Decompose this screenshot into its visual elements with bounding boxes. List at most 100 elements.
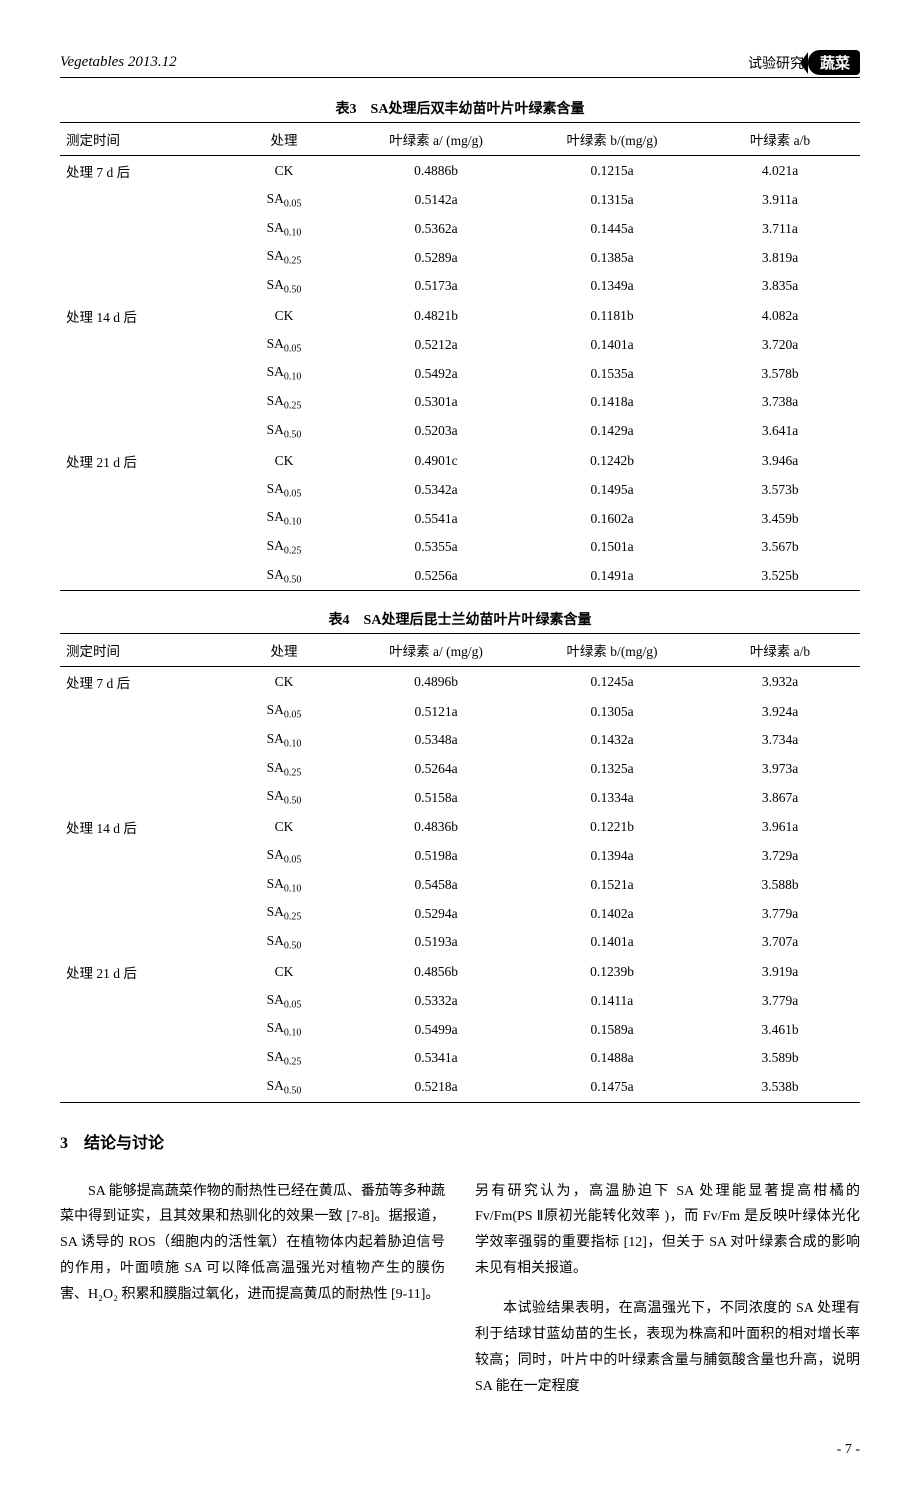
cell-time xyxy=(60,1015,220,1044)
cell-value: 3.525b xyxy=(700,562,860,591)
cell-value: 0.5264a xyxy=(348,755,524,784)
cell-value: 3.924a xyxy=(700,697,860,726)
cell-treatment: SA0.05 xyxy=(220,842,348,871)
cell-treatment: SA0.05 xyxy=(220,186,348,215)
table-row: SA0.250.5264a0.1325a3.973a xyxy=(60,755,860,784)
table-row: SA0.100.5348a0.1432a3.734a xyxy=(60,726,860,755)
cell-value: 0.5121a xyxy=(348,697,524,726)
cell-value: 0.1394a xyxy=(524,842,700,871)
cell-treatment: SA0.25 xyxy=(220,1044,348,1073)
cell-time xyxy=(60,215,220,244)
cell-time xyxy=(60,899,220,928)
table-row: SA0.100.5492a0.1535a3.578b xyxy=(60,359,860,388)
cell-value: 0.1215a xyxy=(524,156,700,187)
cell-value: 0.5218a xyxy=(348,1073,524,1102)
table-row: SA0.050.5121a0.1305a3.924a xyxy=(60,697,860,726)
table-row: SA0.500.5158a0.1334a3.867a xyxy=(60,783,860,812)
cell-value: 0.1242b xyxy=(524,446,700,476)
cell-value: 0.4901c xyxy=(348,446,524,476)
table-row: SA0.100.5362a0.1445a3.711a xyxy=(60,215,860,244)
table-row: SA0.100.5541a0.1602a3.459b xyxy=(60,504,860,533)
cell-treatment: SA0.10 xyxy=(220,726,348,755)
cell-treatment: SA0.25 xyxy=(220,899,348,928)
table3-title: 表3 SA处理后双丰幼苗叶片叶绿素含量 xyxy=(60,98,860,118)
cell-value: 0.1521a xyxy=(524,871,700,900)
cell-value: 3.835a xyxy=(700,272,860,301)
body-text-columns: SA 能够提高蔬菜作物的耐热性已经在黄瓜、番茄等多种蔬菜中得到证实，且其效果和热… xyxy=(60,1165,860,1414)
cell-value: 3.729a xyxy=(700,842,860,871)
table-row: SA0.050.5198a0.1394a3.729a xyxy=(60,842,860,871)
table-row: SA0.500.5173a0.1349a3.835a xyxy=(60,272,860,301)
cell-time xyxy=(60,726,220,755)
cell-value: 0.1589a xyxy=(524,1015,700,1044)
cell-value: 0.5294a xyxy=(348,899,524,928)
cell-value: 0.5193a xyxy=(348,928,524,957)
table-row: 处理 7 d 后CK0.4886b0.1215a4.021a xyxy=(60,156,860,187)
table-row: SA0.250.5341a0.1488a3.589b xyxy=(60,1044,860,1073)
cell-time xyxy=(60,871,220,900)
cell-value: 0.1445a xyxy=(524,215,700,244)
cell-value: 0.1401a xyxy=(524,331,700,360)
table-row: SA0.500.5203a0.1429a3.641a xyxy=(60,417,860,446)
cell-value: 0.4886b xyxy=(348,156,524,187)
table-row: SA0.500.5256a0.1491a3.525b xyxy=(60,562,860,591)
cell-value: 3.734a xyxy=(700,726,860,755)
section-label: 试验研究 xyxy=(748,53,804,73)
cell-time xyxy=(60,1073,220,1102)
cell-value: 0.1245a xyxy=(524,667,700,698)
cell-value: 0.5341a xyxy=(348,1044,524,1073)
right-para-1: 另有研究认为，高温胁迫下 SA 处理能显著提高柑橘的 Fv/Fm(PS Ⅱ原初光… xyxy=(475,1179,860,1283)
cell-value: 0.1535a xyxy=(524,359,700,388)
left-column: SA 能够提高蔬菜作物的耐热性已经在黄瓜、番茄等多种蔬菜中得到证实，且其效果和热… xyxy=(60,1165,445,1414)
cell-value: 3.578b xyxy=(700,359,860,388)
cell-value: 0.1432a xyxy=(524,726,700,755)
table-row: 处理 14 d 后CK0.4821b0.1181b4.082a xyxy=(60,301,860,331)
cell-time xyxy=(60,842,220,871)
cell-value: 0.5342a xyxy=(348,476,524,505)
cell-value: 0.1475a xyxy=(524,1073,700,1102)
left-para-1: SA 能够提高蔬菜作物的耐热性已经在黄瓜、番茄等多种蔬菜中得到证实，且其效果和热… xyxy=(60,1179,445,1308)
table3-header-row: 测定时间 处理 叶绿素 a/ (mg/g) 叶绿素 b/(mg/g) 叶绿素 a… xyxy=(60,123,860,156)
cell-time xyxy=(60,562,220,591)
table3-col-a: 叶绿素 a/ (mg/g) xyxy=(348,123,524,156)
cell-value: 0.1501a xyxy=(524,533,700,562)
cell-value: 3.738a xyxy=(700,388,860,417)
cell-value: 0.1429a xyxy=(524,417,700,446)
cell-time xyxy=(60,928,220,957)
cell-value: 0.5256a xyxy=(348,562,524,591)
cell-treatment: SA0.10 xyxy=(220,215,348,244)
cell-treatment: SA0.10 xyxy=(220,871,348,900)
table4-col-a: 叶绿素 a/ (mg/g) xyxy=(348,634,524,667)
cell-value: 0.1488a xyxy=(524,1044,700,1073)
table-row: SA0.050.5342a0.1495a3.573b xyxy=(60,476,860,505)
cell-value: 0.1315a xyxy=(524,186,700,215)
cell-value: 0.5348a xyxy=(348,726,524,755)
cell-value: 0.4821b xyxy=(348,301,524,331)
cell-time xyxy=(60,272,220,301)
cell-value: 0.5499a xyxy=(348,1015,524,1044)
cell-value: 0.5355a xyxy=(348,533,524,562)
table-row: SA0.250.5301a0.1418a3.738a xyxy=(60,388,860,417)
cell-time: 处理 21 d 后 xyxy=(60,446,220,476)
cell-treatment: SA0.50 xyxy=(220,562,348,591)
table4-col-treat: 处理 xyxy=(220,634,348,667)
table-row: 处理 7 d 后CK0.4896b0.1245a3.932a xyxy=(60,667,860,698)
cell-value: 0.5301a xyxy=(348,388,524,417)
cell-value: 3.720a xyxy=(700,331,860,360)
cell-value: 3.588b xyxy=(700,871,860,900)
cell-treatment: CK xyxy=(220,667,348,698)
table3-col-time: 测定时间 xyxy=(60,123,220,156)
cell-value: 3.946a xyxy=(700,446,860,476)
cell-value: 0.1418a xyxy=(524,388,700,417)
cell-treatment: SA0.25 xyxy=(220,533,348,562)
table-row: SA0.250.5289a0.1385a3.819a xyxy=(60,243,860,272)
cell-time xyxy=(60,987,220,1016)
cell-time xyxy=(60,359,220,388)
cell-time xyxy=(60,755,220,784)
cell-treatment: SA0.10 xyxy=(220,359,348,388)
cell-treatment: CK xyxy=(220,156,348,187)
table4-col-b: 叶绿素 b/(mg/g) xyxy=(524,634,700,667)
cell-treatment: SA0.05 xyxy=(220,697,348,726)
cell-value: 0.1401a xyxy=(524,928,700,957)
cell-value: 0.5458a xyxy=(348,871,524,900)
